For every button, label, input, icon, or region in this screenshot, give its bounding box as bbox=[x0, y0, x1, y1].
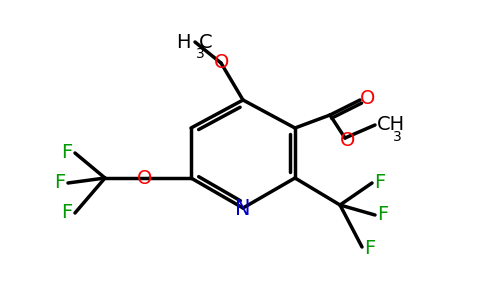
Text: 3: 3 bbox=[196, 47, 205, 61]
Text: C: C bbox=[199, 32, 212, 52]
Text: F: F bbox=[54, 173, 66, 193]
Text: O: O bbox=[137, 169, 152, 188]
Text: N: N bbox=[235, 199, 251, 219]
Text: F: F bbox=[61, 203, 73, 223]
Text: F: F bbox=[375, 173, 386, 193]
Text: H: H bbox=[177, 32, 191, 52]
Text: O: O bbox=[214, 52, 230, 71]
Text: F: F bbox=[364, 239, 376, 259]
Text: O: O bbox=[360, 88, 376, 107]
Text: O: O bbox=[340, 130, 356, 149]
Text: F: F bbox=[61, 143, 73, 163]
Text: 3: 3 bbox=[393, 130, 402, 144]
Text: CH: CH bbox=[377, 116, 405, 134]
Text: F: F bbox=[378, 206, 389, 224]
